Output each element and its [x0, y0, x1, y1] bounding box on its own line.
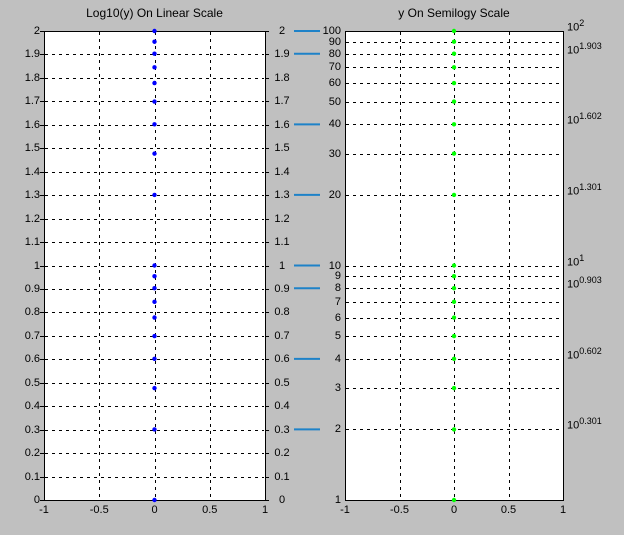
right-data-point: [451, 99, 457, 104]
left-data-point: [152, 151, 157, 156]
right-data-point: [451, 299, 457, 305]
right-data-point: [451, 65, 457, 70]
right-data-point: [451, 497, 457, 503]
right-data-point: [451, 427, 457, 432]
right-data-point: [451, 333, 457, 339]
right-data-point: [451, 51, 457, 56]
right-data-point: [451, 286, 457, 291]
left-data-point: [152, 286, 157, 291]
left-data-point: [152, 299, 157, 305]
left-data-point: [152, 99, 157, 104]
right-data-point: [451, 80, 457, 86]
right-data-point: [451, 151, 457, 156]
left-data-point: [152, 28, 157, 34]
left-data-point: [152, 333, 157, 339]
left-data-point: [152, 65, 157, 70]
left-data-point: [152, 122, 157, 127]
left-data-point: [152, 315, 157, 320]
right-data-point: [451, 356, 457, 362]
left-data-point: [152, 427, 157, 432]
left-data-point: [152, 80, 157, 86]
right-data-point: [451, 315, 457, 320]
right-data-point: [451, 263, 457, 268]
right-plot-title: y On Semilogy Scale: [398, 6, 510, 20]
right-data-point: [451, 122, 457, 127]
right-data-point: [451, 39, 457, 44]
right-data-point: [451, 192, 457, 198]
left-plot-title: Log10(y) On Linear Scale: [86, 6, 223, 20]
left-data-point: [152, 274, 157, 279]
right-data-point: [451, 28, 457, 34]
left-data-point: [152, 356, 157, 362]
left-data-point: [152, 51, 157, 56]
left-data-point: [152, 39, 157, 44]
left-data-point: [152, 497, 157, 503]
right-data-point: [451, 385, 457, 391]
right-data-point: [451, 274, 457, 279]
left-data-point: [152, 263, 157, 268]
left-data-point: [152, 192, 157, 198]
left-data-point: [152, 385, 157, 391]
